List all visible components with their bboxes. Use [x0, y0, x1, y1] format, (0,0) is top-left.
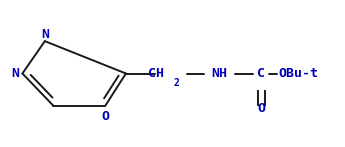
- Text: CH: CH: [148, 67, 164, 80]
- Text: O: O: [257, 102, 265, 115]
- Text: N: N: [41, 28, 49, 41]
- Text: N: N: [11, 67, 19, 80]
- Text: 2: 2: [173, 77, 179, 87]
- Text: O: O: [101, 110, 109, 123]
- Text: OBu-t: OBu-t: [279, 67, 319, 80]
- Text: C: C: [257, 67, 265, 80]
- Text: NH: NH: [211, 67, 227, 80]
